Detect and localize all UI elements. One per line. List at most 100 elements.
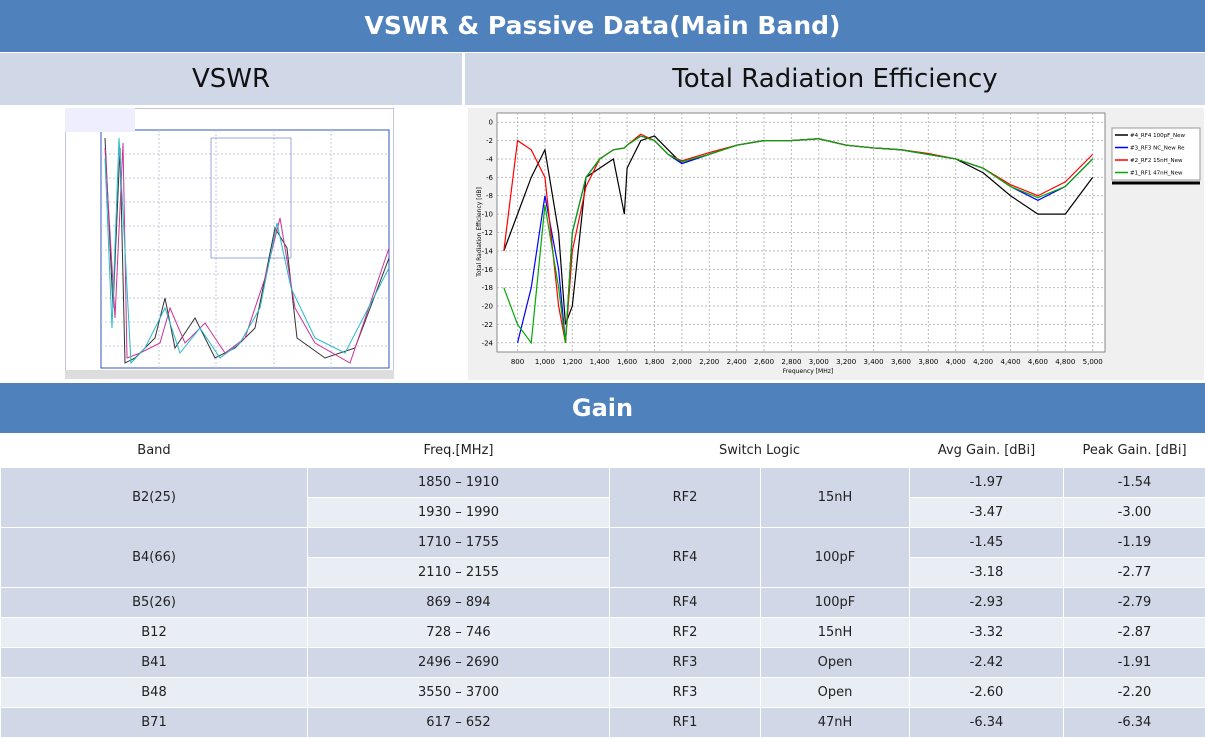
x-tick-label: 1,200 (562, 358, 582, 366)
header-cell: Avg Gain. [dBi] (909, 434, 1064, 468)
component-cell: 15nH (760, 466, 910, 528)
table-row: B4(66) 1710 – 1755 RF4 100pF -1.45 -1.19 (0, 527, 1205, 588)
y-tick-label: -16 (482, 266, 494, 274)
switch-cell: RF3 (609, 647, 761, 678)
freq-cell: 869 – 894 (307, 587, 610, 618)
peak-gain-cell: -2.79 (1063, 587, 1205, 618)
avg-gain-cell: -3.18 (909, 557, 1064, 588)
freq-cell: 617 – 652 (307, 707, 610, 738)
y-tick-label: -6 (486, 174, 494, 182)
x-tick-label: 4,200 (973, 358, 993, 366)
table-row: B48 3550 – 3700 RF3 Open -2.60 -2.20 (0, 677, 1205, 708)
gain-title: Gain (0, 383, 1205, 433)
component-cell: Open (760, 677, 910, 708)
table-row: B2(25) 1850 – 1910 RF2 15nH -1.97 -1.54 (0, 466, 1205, 528)
legend-label: #4_RF4 100pF_New (1130, 133, 1185, 139)
component-cell: Open (760, 647, 910, 678)
table-row: 2110 – 2155 -3.18 -2.77 (1, 557, 1205, 588)
band-cell: B5(26) (0, 587, 308, 618)
y-tick-label: -14 (482, 247, 494, 255)
vswr-footer (65, 370, 394, 379)
y-tick-label: -24 (482, 339, 494, 347)
x-tick-label: 2,000 (672, 358, 692, 366)
freq-cell: 3550 – 3700 (307, 677, 610, 708)
avg-gain-cell: -6.34 (909, 707, 1064, 738)
x-tick-label: 1,800 (644, 358, 664, 366)
freq-cell: 728 – 746 (307, 617, 610, 648)
y-tick-label: -10 (482, 211, 493, 219)
band-cell: B2(25) (0, 466, 308, 528)
table-row: B41 2496 – 2690 RF3 Open -2.42 -1.91 (0, 647, 1205, 678)
x-tick-label: 3,800 (918, 358, 938, 366)
avg-gain-cell: -1.45 (909, 527, 1064, 558)
component-cell: 15nH (760, 617, 910, 648)
vswr-curves (104, 137, 390, 365)
x-tick-label: 3,200 (836, 358, 856, 366)
x-tick-label: 1,000 (535, 358, 555, 366)
table-row: B12 728 – 746 RF2 15nH -3.32 -2.87 (0, 617, 1205, 648)
band-cell: B4(66) (0, 527, 308, 588)
switch-cell: RF2 (609, 466, 761, 528)
x-tick-label: 4,400 (1000, 358, 1020, 366)
freq-cell: 1710 – 1755 (307, 527, 610, 558)
avg-gain-cell: -3.47 (909, 497, 1064, 528)
switch-cell: RF4 (609, 587, 761, 618)
header-cell: Switch Logic (609, 434, 910, 468)
vswr-grid (101, 130, 389, 368)
header-row: Band Freq.[MHz] Switch Logic Avg Gain. [… (0, 434, 1205, 468)
peak-gain-cell: -1.91 (1063, 647, 1205, 678)
switch-cell: RF2 (609, 617, 761, 648)
x-tick-label: 2,200 (699, 358, 719, 366)
peak-gain-cell: -3.00 (1063, 497, 1205, 528)
peak-gain-cell: -1.19 (1063, 527, 1205, 558)
vswr-marker-box (210, 137, 292, 259)
switch-cell: RF1 (609, 707, 761, 738)
y-tick-label: -18 (482, 284, 493, 292)
freq-cell: 1850 – 1910 (307, 466, 610, 498)
header-cell: Band (0, 434, 308, 468)
table-row: B71 617 – 652 RF1 47nH -6.34 -6.34 (0, 707, 1205, 738)
legend-label: #3_RF3 NC_New Re (1130, 146, 1185, 152)
x-tick-label: 5,000 (1083, 358, 1103, 366)
vswr-title: VSWR (0, 53, 462, 105)
x-tick-label: 3,600 (891, 358, 911, 366)
y-tick-label: -22 (482, 321, 493, 329)
x-tick-label: 2,600 (754, 358, 774, 366)
peak-gain-cell: -2.77 (1063, 557, 1205, 588)
table-row: B5(26) 869 – 894 RF4 100pF -2.93 -2.79 (0, 587, 1205, 618)
x-tick-label: 4,800 (1055, 358, 1075, 366)
x-axis-label: Frequency [MHz] (783, 368, 833, 375)
peak-gain-cell: -6.34 (1063, 707, 1205, 738)
component-cell: 100pF (760, 587, 910, 618)
legend-label: #2_RF2 15nH_New (1130, 158, 1183, 164)
band-cell: B48 (0, 677, 308, 708)
freq-cell: 2110 – 2155 (307, 557, 610, 588)
y-tick-label: -2 (486, 137, 493, 145)
avg-gain-cell: -1.97 (909, 466, 1064, 498)
table-row: 1930 – 1990 -3.47 -3.00 (1, 497, 1205, 528)
y-tick-label: 0 (489, 119, 493, 127)
efficiency-title: Total Radiation Efficiency (465, 53, 1205, 105)
header-cell: Freq.[MHz] (307, 434, 610, 468)
band-cell: B12 (0, 617, 308, 648)
y-tick-label: -8 (486, 192, 493, 200)
x-tick-label: 1,400 (590, 358, 610, 366)
peak-gain-cell: -1.54 (1063, 466, 1205, 498)
y-axis-label: Total Radiation Efficiency [dB] (476, 187, 483, 278)
switch-cell: RF3 (609, 677, 761, 708)
legend-box (1111, 127, 1201, 181)
band-cell: B41 (0, 647, 308, 678)
avg-gain-cell: -2.42 (909, 647, 1064, 678)
x-tick-label: 4,000 (946, 358, 966, 366)
legend-label: #1_RF1 47nH_New (1130, 171, 1183, 177)
freq-cell: 1930 – 1990 (307, 497, 610, 528)
y-tick-label: -20 (482, 303, 493, 311)
avg-gain-cell: -2.93 (909, 587, 1064, 618)
freq-cell: 2496 – 2690 (307, 647, 610, 678)
peak-gain-cell: -2.20 (1063, 677, 1205, 708)
vswr-plot (65, 108, 394, 379)
avg-gain-cell: -2.60 (909, 677, 1064, 708)
avg-gain-cell: -3.32 (909, 617, 1064, 648)
efficiency-line (503, 135, 1094, 345)
